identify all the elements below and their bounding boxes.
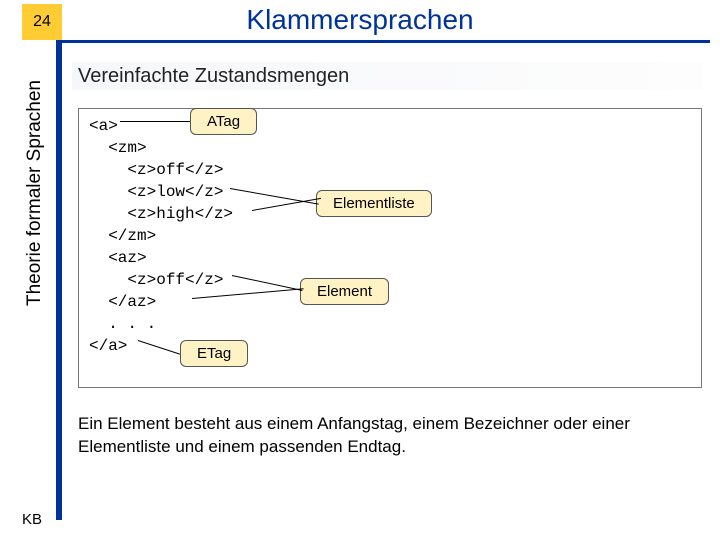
callout-atag: ATag [190,108,257,135]
subtitle-bar: Vereinfachte Zustandsmengen [72,62,702,90]
subtitle: Vereinfachte Zustandsmengen [78,65,349,88]
sidebar-label: Theorie formaler Sprachen [24,80,46,306]
header-rule [62,40,710,43]
page-title: Klammersprachen [0,4,720,36]
callout-etag: ETag [180,340,248,367]
code-content: <a> <zm> <z>off</z> <z>low</z> <z>high</… [89,115,691,357]
code-box: <a> <zm> <z>off</z> <z>low</z> <z>high</… [78,108,702,388]
paragraph: Ein Element besteht aus einem Anfangstag… [78,412,696,458]
callout-element: Element [300,278,389,305]
callout-elementliste: Elementliste [316,190,432,217]
sidebar-rule [56,40,62,520]
footer: KB [22,511,42,528]
connector-atag [120,121,190,122]
